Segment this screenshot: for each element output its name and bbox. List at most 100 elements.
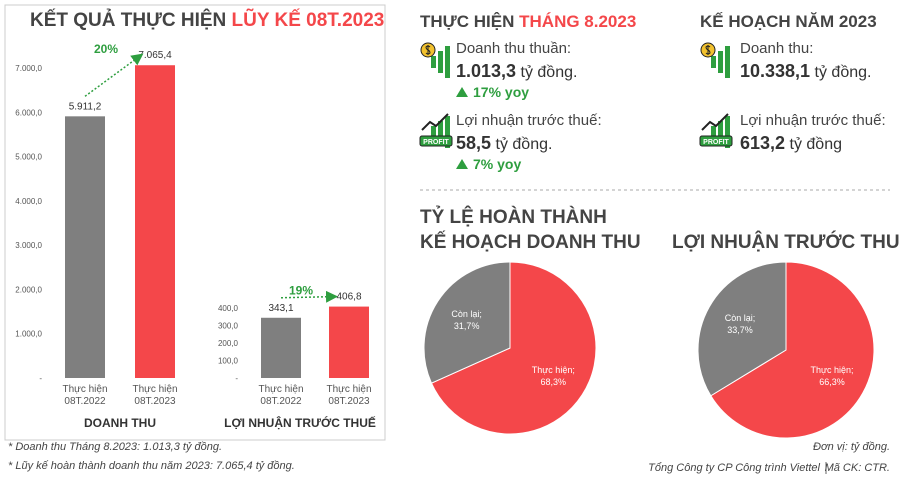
bar — [135, 65, 175, 379]
kpi-value: 58,5 — [456, 133, 492, 153]
pie-slice — [710, 261, 875, 439]
left-panel-border — [4, 4, 386, 441]
icon-bar — [711, 126, 716, 138]
up-arrow — [456, 87, 468, 97]
unit-note: Đơn vị: tỷ đồng. — [813, 441, 890, 453]
revenue-icon — [420, 42, 450, 78]
slice-value-label: 68,3% — [541, 377, 567, 387]
footnote: * Doanh thu Tháng 8.2023: 1.013,3 tỷ đồn… — [8, 441, 223, 453]
slice-category: Còn lại; — [451, 309, 482, 319]
x-tick-label: Thực hiện 08T.2022 — [258, 384, 304, 407]
y-tick-label: - — [235, 374, 238, 383]
icon-bar — [718, 121, 723, 143]
growth-annotation: 19% — [289, 284, 313, 298]
slice-value-label: 66,3% — [819, 377, 845, 387]
growth-annotation: 20% — [94, 42, 118, 56]
y-tick-label: 1.000,0 — [15, 330, 42, 339]
title: KẾT QUẢ THỰC HIỆN — [30, 10, 227, 31]
y-tick-label: 200,0 — [218, 339, 239, 348]
x-axis-label: LỢI NHUẬN TRƯỚC THUẾ — [224, 416, 376, 430]
value-label: 7.065,4 — [138, 50, 172, 61]
monthly-title: THỰC HIỆN THÁNG 8.2023 — [420, 12, 636, 32]
slice-category: Thực hiện; — [811, 365, 854, 375]
revenue-icon — [700, 42, 730, 78]
y-tick-label: 5.000,0 — [15, 153, 42, 162]
kpi-label: Doanh thu thuần: — [456, 40, 572, 57]
source-ticker: Mã CK: CTR. — [824, 462, 890, 474]
kpi-value-line: 10.338,1 tỷ đồng. — [740, 61, 871, 82]
y-tick-label: - — [39, 374, 42, 383]
value-label: 406,8 — [336, 292, 361, 303]
kpi-value-line: 613,2 tỷ đồng — [740, 133, 842, 154]
kpi-change-line: 17% yoy — [456, 84, 529, 100]
left-title: KẾT QUẢ THỰC HIỆN LŨY KẾ 08T.2023 — [30, 10, 384, 32]
pie-title: TỶ LỆ HOÀN THÀNH — [420, 207, 607, 228]
kpi-value: 1.013,3 — [456, 61, 517, 81]
y-tick-label: 2.000,0 — [15, 285, 42, 294]
icon-bar — [431, 56, 436, 68]
pie-subtitle: KẾ HOẠCH DOANH THU — [420, 232, 641, 253]
profit-icon: PROFIT — [419, 113, 453, 148]
icon-bar — [438, 121, 443, 143]
y-tick-label: 400,0 — [218, 304, 239, 313]
icon-bar — [711, 56, 716, 68]
kpi-change-line: 7% yoy — [456, 156, 521, 172]
kpi-value: 10.338,1 — [740, 61, 811, 81]
y-tick-label: 100,0 — [218, 356, 239, 365]
y-tick-label: 4.000,0 — [15, 197, 42, 206]
source-company: Tổng Công ty CP Công trình Viettel — [648, 462, 820, 474]
y-tick-label: 300,0 — [218, 321, 239, 330]
icon-line — [421, 113, 449, 131]
slice-value-label: 33,7% — [727, 325, 753, 335]
icon-bar — [438, 51, 443, 73]
icon-bar — [725, 46, 730, 78]
up-arrow — [456, 159, 468, 169]
kpi-unit: tỷ đồng. — [495, 136, 553, 153]
icon-bar — [445, 116, 450, 148]
kpi-value: 613,2 — [740, 133, 786, 153]
kpi-change: 7% yoy — [473, 156, 522, 172]
slice-category: Thực hiện; — [532, 365, 575, 375]
footnote: * Lũy kế hoàn thành doanh thu năm 2023: … — [8, 460, 295, 472]
pie-slice — [430, 261, 597, 435]
x-tick-label: Thực hiện 08T.2023 — [132, 384, 178, 407]
profit-icon: PROFIT — [699, 113, 733, 148]
pie-slice — [423, 261, 511, 384]
kpi-value-line: 58,5 tỷ đồng. — [456, 133, 552, 154]
kpi-label: Lợi nhuận trước thuế: — [456, 112, 602, 129]
pie-title: LỢI NHUẬN TRƯỚC THUẾ — [672, 232, 900, 253]
slice-category: Còn lại; — [725, 313, 756, 323]
icon-badge — [699, 135, 733, 147]
kpi-label: Doanh thu: — [740, 40, 814, 57]
x-axis-label: DOANH THU — [84, 416, 156, 430]
x-tick-label: Thực hiện 08T.2022 — [62, 384, 108, 407]
kpi-unit: tỷ đồng. — [520, 64, 578, 81]
title: THỰC HIỆN — [420, 12, 515, 31]
bar — [329, 306, 369, 378]
growth-arrow — [84, 53, 144, 97]
kpi-unit: tỷ đồng — [789, 136, 842, 153]
x-tick-label: Thực hiện 08T.2023 — [326, 384, 372, 407]
icon-badge-text: PROFIT — [703, 139, 729, 146]
icon-line — [701, 113, 729, 131]
title-highlight: LŨY KẾ 08T.2023 — [231, 10, 385, 31]
growth-arrow — [280, 290, 338, 303]
plan-title: KẾ HOẠCH NĂM 2023 — [700, 12, 877, 31]
kpi-change: 17% yoy — [473, 84, 530, 100]
icon-dollar — [705, 45, 711, 55]
icon-badge — [419, 135, 453, 147]
y-tick-label: 6.000,0 — [15, 108, 42, 117]
icon-dollar — [425, 45, 431, 55]
bar — [65, 116, 105, 379]
kpi-label: Lợi nhuận trước thuế: — [740, 112, 886, 129]
icon-bar — [718, 51, 723, 73]
icon-bar — [431, 126, 436, 138]
y-tick-label: 7.000,0 — [15, 64, 42, 73]
kpi-unit: tỷ đồng. — [814, 64, 872, 81]
value-label: 5.911,2 — [69, 101, 102, 112]
icon-badge-text: PROFIT — [423, 139, 449, 146]
kpi-value-line: 1.013,3 tỷ đồng. — [456, 61, 577, 82]
y-tick-label: 3.000,0 — [15, 241, 42, 250]
